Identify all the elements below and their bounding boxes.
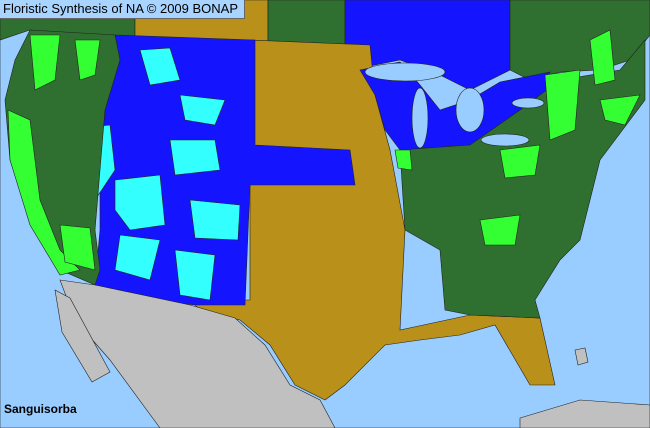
- region-exotic-common: [59, 47, 241, 301]
- region-native-common-west: [7, 34, 101, 276]
- cuba: [519, 399, 650, 428]
- baja-california: [54, 289, 111, 383]
- bahamas: [574, 347, 589, 366]
- region-native-common-east: [394, 29, 641, 246]
- map-title: Floristic Synthesis of NA © 2009 BONAP: [0, 0, 246, 19]
- taxon-label: Sanguisorba: [4, 402, 77, 416]
- great-lakes: [364, 62, 545, 149]
- mexico: [59, 279, 336, 428]
